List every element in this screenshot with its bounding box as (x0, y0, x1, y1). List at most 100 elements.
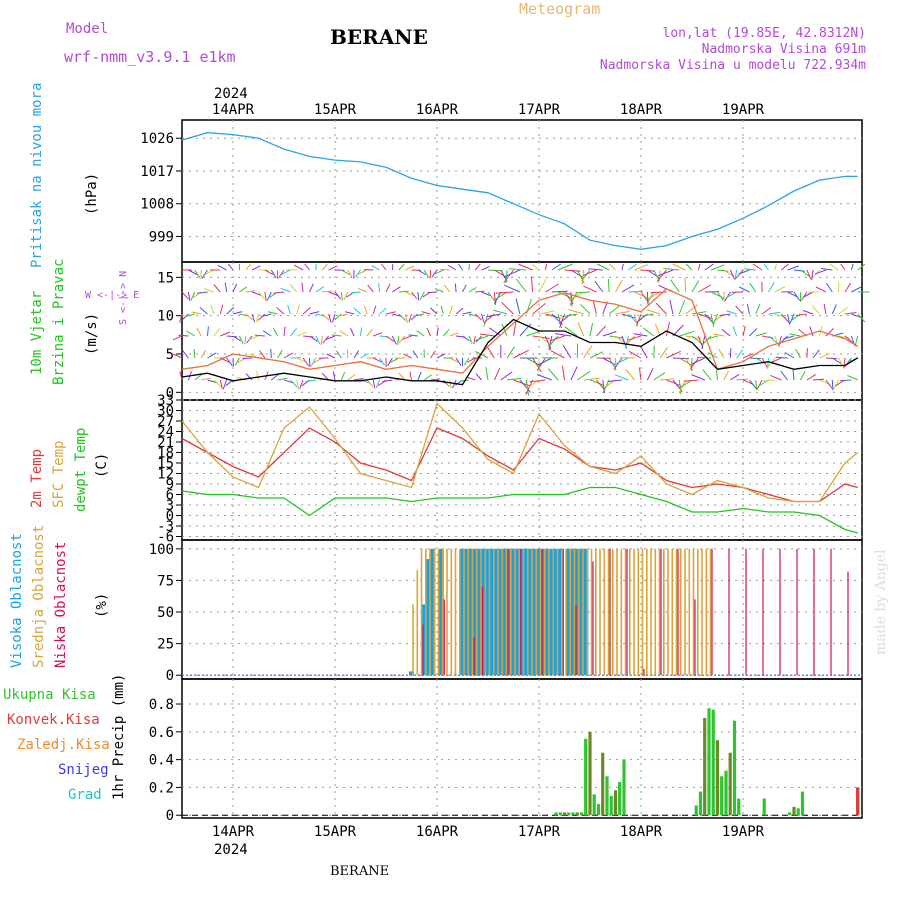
cloud-bar-high (468, 548, 474, 676)
wind-arrow (749, 282, 757, 293)
wind-arrow (575, 291, 591, 294)
top-date-label: 17APR (518, 102, 561, 118)
wind-arrow (551, 263, 562, 271)
wind-arrow (795, 313, 807, 316)
wind-arrow (326, 353, 336, 359)
wind-arrow (443, 328, 450, 337)
wind-arrow (280, 269, 291, 275)
top-date-label: 16APR (416, 102, 459, 118)
wind-arrow (809, 326, 814, 337)
wind-arrow (251, 291, 262, 296)
wind-arrow (322, 290, 333, 293)
year-top: 2024 (214, 86, 248, 102)
wind-arrow (366, 328, 373, 337)
wind-arrow (793, 269, 805, 272)
wind-arrow (226, 357, 233, 367)
wind-arrow (270, 348, 272, 359)
wind-arrow (334, 291, 342, 300)
precip-ytick-label: 0.2 (149, 780, 174, 796)
wind-arrow (696, 356, 712, 359)
wind-ytick-label: 5 (166, 347, 174, 363)
wind-arrow (254, 334, 265, 337)
wind-arrow (501, 323, 508, 337)
precip-bar (562, 812, 567, 816)
wind-arrow (245, 263, 251, 271)
wind-arrow (594, 280, 604, 293)
wind-arrow (244, 335, 247, 345)
wind-arrow (732, 326, 738, 337)
wind-arrow (481, 291, 490, 296)
cloud-bar-high (528, 548, 533, 676)
wind-arrow (596, 325, 607, 337)
wind-arrow (302, 306, 311, 315)
wind-arrow (410, 313, 419, 321)
temp-ytick-label: -3 (157, 519, 174, 535)
wind-arrow (178, 334, 189, 337)
wind-arrow (340, 371, 346, 381)
wind-arrow (462, 284, 467, 293)
cloud-bar-high (579, 548, 584, 676)
top-date-label: 18APR (620, 102, 663, 118)
wind-arrow (358, 288, 368, 293)
wind-arrow (562, 365, 565, 381)
wind-arrow (536, 374, 552, 381)
wind-arrow (847, 374, 859, 381)
precip-bar (698, 791, 703, 816)
wind-arrow (774, 335, 780, 347)
wind-arrow (762, 379, 775, 382)
wind-arrow (609, 263, 616, 271)
wind-arrow (588, 268, 603, 271)
wind-arrow (811, 269, 814, 280)
wind-arrow (726, 291, 737, 298)
wind-arrow (305, 379, 316, 383)
wind-arrow (185, 313, 195, 318)
cloud-bar-high (519, 548, 525, 676)
wind-arrow (213, 357, 225, 359)
wind-arrow (366, 379, 374, 387)
wind-arrow (203, 288, 215, 293)
wind-arrow (239, 286, 248, 293)
wind-arrow (326, 335, 336, 340)
temp-ytick-label: 30 (157, 404, 174, 420)
cloud-bar-high (477, 548, 482, 676)
wind-arrow (474, 313, 482, 321)
wind-arrow (702, 369, 712, 381)
wind-arrow (691, 374, 705, 381)
wind-arrow (258, 291, 265, 300)
wind-arrow (685, 263, 693, 271)
wind-arrow (775, 356, 788, 359)
wind-arrow (454, 283, 457, 293)
cloud-bar-high (498, 548, 504, 676)
cloud-bar-high (472, 548, 478, 676)
legend-conv-precip: Konvek.Kisa (7, 712, 100, 728)
wind-arrow (625, 369, 635, 381)
wind-arrow (755, 304, 761, 315)
wind-arrow (570, 269, 585, 279)
wind-arrow (417, 291, 420, 301)
wind-arrow (780, 370, 788, 381)
wind-arrow (570, 366, 578, 381)
cloud-bar-high (557, 548, 563, 676)
wind-arrow (739, 286, 750, 293)
wind-ytick-label: 0 (166, 385, 174, 401)
wind-arrow (621, 263, 624, 271)
precip-bar (788, 812, 792, 816)
precip-bar (567, 812, 571, 816)
top-date-label: 14APR (212, 102, 255, 118)
wind-arrow (789, 333, 801, 337)
wind-arrow (710, 291, 725, 299)
wind-arrow (729, 348, 732, 359)
wind-arrow (640, 346, 648, 359)
wind-arrow (293, 264, 304, 271)
wind-arrow (734, 269, 738, 280)
wind-arrow (427, 291, 438, 294)
wind-arrow (778, 335, 782, 347)
wind-arrow (780, 313, 790, 323)
wind-arrow (679, 357, 693, 367)
wind-arrow (474, 263, 481, 271)
wind-arrow (199, 307, 208, 315)
wind-arrow (367, 284, 374, 293)
precip-bar (720, 776, 724, 816)
wind-arrow (344, 311, 355, 315)
